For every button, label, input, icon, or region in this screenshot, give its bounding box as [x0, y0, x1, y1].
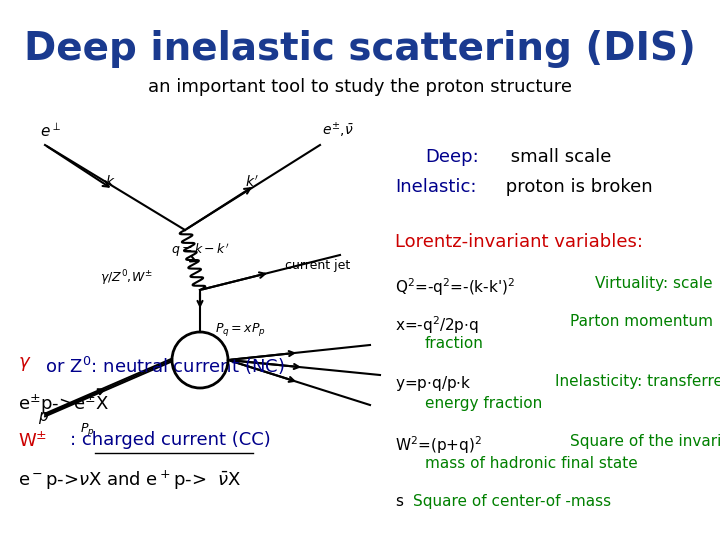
Text: mass of hadronic final state: mass of hadronic final state	[425, 456, 638, 471]
Text: : charged current (CC): : charged current (CC)	[70, 431, 271, 449]
Text: current jet: current jet	[285, 259, 350, 272]
Text: an important tool to study the proton structure: an important tool to study the proton st…	[148, 78, 572, 96]
Text: W$^{\pm}$: W$^{\pm}$	[18, 431, 48, 450]
Text: Square of center-of -mass: Square of center-of -mass	[413, 494, 611, 509]
Text: Lorentz-invariant variables:: Lorentz-invariant variables:	[395, 233, 643, 251]
Text: Square of the invariant: Square of the invariant	[570, 434, 720, 449]
Text: energy fraction: energy fraction	[425, 396, 542, 411]
Text: e$^{\pm}$p->e$^{\pm}$X: e$^{\pm}$p->e$^{\pm}$X	[18, 393, 109, 416]
Text: Inelasticity: transferred: Inelasticity: transferred	[555, 374, 720, 389]
Text: $k$: $k$	[105, 174, 115, 190]
Text: e$^-$p->$\nu$X and e$^+$p->  $\bar{\nu}$X: e$^-$p->$\nu$X and e$^+$p-> $\bar{\nu}$X	[18, 469, 241, 492]
Text: $e^{\pm},\!\bar{\nu}$: $e^{\pm},\!\bar{\nu}$	[322, 121, 354, 140]
Text: fraction: fraction	[425, 336, 484, 351]
Text: Inelastic:: Inelastic:	[395, 178, 477, 196]
Text: $p$: $p$	[38, 410, 49, 426]
Text: small scale: small scale	[505, 148, 611, 166]
Text: Deep inelastic scattering (DIS): Deep inelastic scattering (DIS)	[24, 30, 696, 68]
Text: s: s	[395, 494, 403, 509]
Text: $P_q = x P_p$: $P_q = x P_p$	[215, 321, 266, 339]
Text: $\gamma$: $\gamma$	[18, 355, 32, 373]
Text: y=p$\cdot$q/p$\cdot$k: y=p$\cdot$q/p$\cdot$k	[395, 374, 472, 393]
Text: Parton momentum: Parton momentum	[570, 314, 713, 329]
Text: $e^{\perp}$: $e^{\perp}$	[40, 122, 61, 140]
Text: Virtuality: scale: Virtuality: scale	[595, 276, 713, 291]
Text: proton is broken: proton is broken	[500, 178, 652, 196]
Text: or Z$^0$: neutral current (NC): or Z$^0$: neutral current (NC)	[40, 355, 284, 377]
Text: Deep:: Deep:	[425, 148, 479, 166]
Text: Q$^2$=-q$^2$=-(k-k')$^2$: Q$^2$=-q$^2$=-(k-k')$^2$	[395, 276, 515, 298]
Text: $P_p$: $P_p$	[80, 422, 95, 438]
Text: $q = k - k'$: $q = k - k'$	[171, 241, 229, 259]
Text: W$^2$=(p+q)$^2$: W$^2$=(p+q)$^2$	[395, 434, 482, 456]
Text: $k'$: $k'$	[245, 174, 258, 190]
Text: x=-q$^2$/2p$\cdot$q: x=-q$^2$/2p$\cdot$q	[395, 314, 479, 336]
Text: $\gamma/Z^0,\!W^{\pm}$: $\gamma/Z^0,\!W^{\pm}$	[100, 268, 153, 288]
